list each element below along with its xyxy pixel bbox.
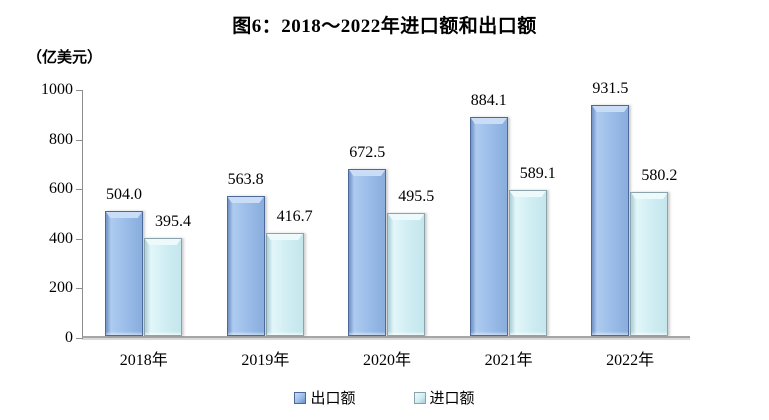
x-axis-category-label: 2019年 bbox=[241, 352, 290, 369]
y-axis-tick-label: 1000 bbox=[41, 81, 73, 98]
category-group: 931.5 580.2 2022年 bbox=[569, 80, 691, 369]
value-label: 931.5 bbox=[592, 80, 629, 97]
category-group: 672.5 495.5 2020年 bbox=[326, 90, 448, 369]
y-axis-unit-label: （亿美元） bbox=[27, 50, 103, 66]
y-axis-tick bbox=[76, 189, 83, 191]
legend: 出口额 进口额 bbox=[0, 387, 769, 408]
x-axis-category-label: 2018年 bbox=[119, 352, 168, 369]
value-label: 884.1 bbox=[470, 92, 507, 109]
y-axis-tick bbox=[76, 139, 83, 141]
y-axis-tick-label: 400 bbox=[49, 229, 73, 247]
y-axis-tick-label: 200 bbox=[49, 279, 73, 297]
export-bar-2019年 bbox=[226, 196, 265, 336]
import-bar-2020年 bbox=[387, 213, 426, 336]
y-axis-tick-label: 800 bbox=[49, 130, 73, 148]
value-label: 416.7 bbox=[276, 208, 313, 225]
y-axis-tick bbox=[76, 288, 83, 290]
legend-swatch-icon bbox=[413, 391, 426, 404]
value-label: 563.8 bbox=[227, 171, 264, 188]
legend-label: 出口额 bbox=[310, 391, 356, 407]
export-bar-2022年 bbox=[591, 105, 630, 336]
export-bar-2020年 bbox=[348, 169, 387, 336]
plot-area: 0 200 400 600 800 1000 504.0 395.4 2018年 563.8 416… bbox=[41, 80, 691, 369]
legend-label: 进口额 bbox=[429, 391, 475, 407]
import-bar-2022年 bbox=[630, 192, 669, 336]
y-axis-tick bbox=[76, 238, 83, 240]
value-label: 589.1 bbox=[519, 165, 556, 182]
import-bar-2019年 bbox=[265, 233, 304, 336]
x-axis-category-label: 2022年 bbox=[606, 352, 655, 369]
import-bar-2018年 bbox=[144, 238, 182, 336]
legend-swatch-icon bbox=[294, 391, 307, 404]
import-bar-2021年 bbox=[508, 190, 547, 336]
value-label: 580.2 bbox=[641, 167, 678, 184]
value-label: 395.4 bbox=[155, 213, 191, 230]
y-axis-tick-label: 0 bbox=[65, 329, 73, 346]
legend-item: 出口额 bbox=[294, 387, 356, 408]
x-axis-category-label: 2021年 bbox=[484, 352, 533, 369]
x-axis-category-label: 2020年 bbox=[362, 352, 411, 369]
export-bar-2018年 bbox=[105, 211, 143, 336]
y-axis-tick-label: 600 bbox=[49, 180, 73, 198]
chart-title: 图6：2018～2022年进口额和出口额 bbox=[232, 16, 537, 37]
legend-item: 进口额 bbox=[413, 387, 475, 408]
value-label: 504.0 bbox=[106, 186, 142, 203]
export-bar-2021年 bbox=[469, 117, 508, 336]
category-group: 884.1 589.1 2021年 bbox=[448, 90, 570, 369]
value-label: 495.5 bbox=[398, 188, 435, 205]
y-axis-tick bbox=[76, 90, 83, 91]
category-group: 563.8 416.7 2019年 bbox=[205, 90, 327, 369]
y-axis-tick bbox=[76, 338, 83, 339]
value-label: 672.5 bbox=[349, 144, 386, 161]
category-group: 504.0 395.4 2018年 bbox=[83, 90, 205, 369]
